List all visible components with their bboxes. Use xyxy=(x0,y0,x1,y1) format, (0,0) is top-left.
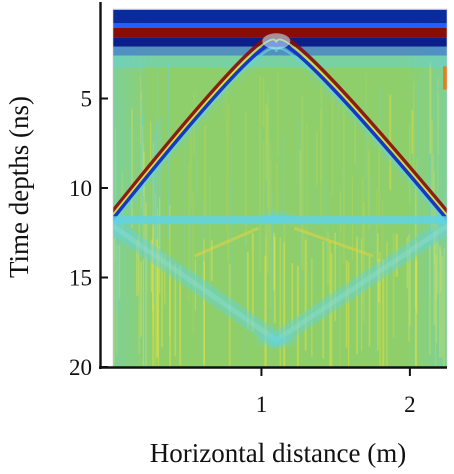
y-tick-label: 15 xyxy=(69,266,92,291)
x-tick-label: 1 xyxy=(256,392,268,417)
hyperbola-apex-glow xyxy=(262,33,291,50)
y-tick-label: 5 xyxy=(81,87,93,112)
direct-wave-cyan-band xyxy=(113,55,447,69)
edge-artifact xyxy=(443,66,447,90)
reflector-apex-glow xyxy=(254,209,299,226)
direct-wave-lower-band xyxy=(113,46,447,56)
lower-apex-glow xyxy=(250,330,303,351)
top-edge-strip xyxy=(113,9,447,10)
radargram-features xyxy=(113,9,447,351)
direct-wave-blue-band xyxy=(113,9,447,24)
y-axis-ticks: 5 10 15 20 xyxy=(69,87,108,380)
x-axis-label: Horizontal distance (m) xyxy=(150,438,406,468)
y-tick-label: 20 xyxy=(69,355,92,380)
direct-wave-red-band xyxy=(113,27,447,38)
reflector-yellow-arms xyxy=(194,226,374,258)
edge-fade xyxy=(113,9,447,367)
heatmap-field xyxy=(113,9,447,367)
direct-wave-mid-band xyxy=(113,23,447,28)
y-tick-label: 10 xyxy=(69,176,92,201)
x-tick-label: 2 xyxy=(404,392,416,417)
hyperbola-cyan-arm xyxy=(113,47,447,226)
hyperbola-faint-arm xyxy=(113,54,447,233)
y-axis-label: Time depths (ns) xyxy=(4,96,34,278)
